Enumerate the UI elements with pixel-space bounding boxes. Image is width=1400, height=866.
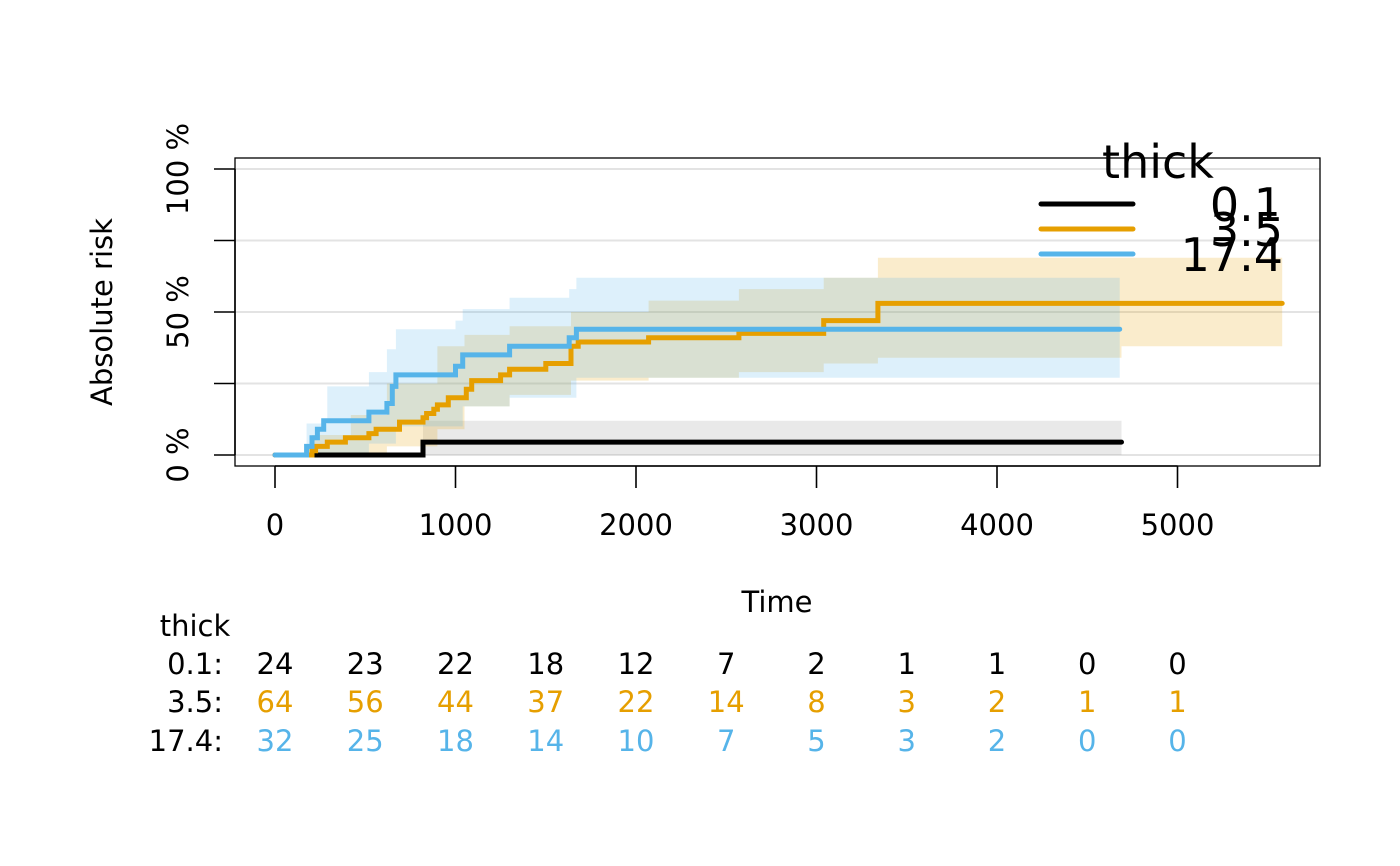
y-tick-label: 50 % [161,275,195,349]
risk-table-count: 14 [527,724,564,758]
confidence-band-0-1 [423,420,1122,455]
x-tick-label: 5000 [1141,508,1215,542]
risk-table-count: 8 [807,685,825,719]
risk-curve-3-5 [272,300,1285,458]
risk-table-count: 56 [347,685,384,719]
x-tick-label: 4000 [960,508,1034,542]
y-axis-title: Absolute risk [85,218,119,406]
risk-table-count: 2 [807,647,825,681]
legend-label-0-1: 0.1 [1210,178,1283,232]
legend-title: thick [1102,135,1214,189]
risk-table-count: 7 [717,647,735,681]
risk-table-count: 0 [1168,724,1186,758]
confidence-bands [306,257,1283,455]
x-axis-title: Time [741,585,813,619]
risk-table-count: 32 [257,724,294,758]
risk-table-count: 1 [1078,685,1096,719]
risk-table-count: 14 [708,685,745,719]
risk-table-count: 0 [1168,647,1186,681]
risk-table-count: 12 [618,647,655,681]
risk-table-count: 5 [807,724,825,758]
x-tick-label: 1000 [419,508,493,542]
risk-curve-0-1 [272,439,1124,458]
risk-table-count: 18 [437,724,474,758]
y-tick-label: 0 % [161,427,195,482]
risk-table-count: 24 [257,647,294,681]
risk-table-count: 0 [1078,724,1096,758]
x-tick-label: 2000 [599,508,673,542]
risk-table-count: 64 [257,685,294,719]
risk-table-row-label: 3.5: [167,685,223,719]
risk-curve-17-4 [272,326,1123,458]
risk-table-count: 7 [717,724,735,758]
risk-table-count: 22 [618,685,655,719]
risk-table-count: 1 [898,647,916,681]
y-tick-label: 100 % [161,123,195,215]
legend-label-17-4: 17.4 [1181,228,1283,282]
risk-table-count: 2 [988,724,1006,758]
risk-table-count: 0 [1078,647,1096,681]
risk-table-count: 22 [437,647,474,681]
risk-table-count: 18 [527,647,564,681]
confidence-band-3-5 [312,257,1283,455]
risk-table-row-label: 17.4: [149,724,223,758]
x-tick-label: 0 [266,508,284,542]
risk-curves [272,300,1285,458]
risk-table-title: thick [160,609,231,643]
risk-table-count: 37 [527,685,564,719]
legend-label-3-5: 3.5 [1210,203,1283,257]
risk-table-count: 2 [988,685,1006,719]
risk-table-count: 44 [437,685,474,719]
risk-table-count: 3 [898,724,916,758]
risk-table-count: 25 [347,724,384,758]
risk-table-count: 1 [988,647,1006,681]
x-tick-label: 3000 [780,508,854,542]
risk-table-row-label: 0.1: [167,647,223,681]
confidence-band-17-4 [306,277,1120,455]
axes: 0 1000 2000 3000 4000 5000 0 % 50 % 100 % [161,123,1214,542]
risk-table-count: 23 [347,647,384,681]
risk-table-count: 10 [618,724,655,758]
risk-table-count: 1 [1168,685,1186,719]
risk-table-count: 3 [898,685,916,719]
